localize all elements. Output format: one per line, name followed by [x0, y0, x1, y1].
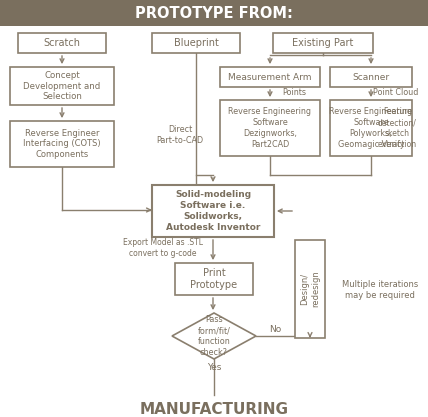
FancyBboxPatch shape: [220, 100, 320, 156]
FancyBboxPatch shape: [175, 263, 253, 295]
FancyBboxPatch shape: [18, 33, 106, 53]
Text: Existing Part: Existing Part: [292, 38, 354, 48]
Text: Reverse Engineering
Software
Dezignworks,
Part2CAD: Reverse Engineering Software Dezignworks…: [229, 107, 312, 148]
Text: Feature
detection/
sketch
extraction: Feature detection/ sketch extraction: [378, 107, 417, 148]
Text: Points: Points: [282, 88, 306, 96]
Text: No: No: [269, 324, 282, 334]
Text: Print
Prototype: Print Prototype: [190, 268, 238, 290]
FancyBboxPatch shape: [10, 67, 114, 105]
Text: Reverse Engineer
Interfacing (COTS)
Components: Reverse Engineer Interfacing (COTS) Comp…: [23, 129, 101, 159]
FancyBboxPatch shape: [330, 67, 412, 87]
Text: Point Cloud: Point Cloud: [373, 88, 419, 96]
Text: Blueprint: Blueprint: [174, 38, 218, 48]
Text: Export Model as .STL
convert to g-code: Export Model as .STL convert to g-code: [123, 238, 203, 258]
Text: Concept
Development and
Selection: Concept Development and Selection: [24, 71, 101, 101]
FancyBboxPatch shape: [152, 185, 274, 237]
Text: MANUFACTURING: MANUFACTURING: [140, 402, 288, 417]
Text: Design/
redesign: Design/ redesign: [300, 271, 320, 307]
Text: Multiple iterations
may be required: Multiple iterations may be required: [342, 280, 418, 300]
FancyBboxPatch shape: [152, 33, 240, 53]
FancyBboxPatch shape: [220, 67, 320, 87]
Text: Scanner: Scanner: [352, 73, 389, 81]
FancyBboxPatch shape: [10, 121, 114, 167]
Text: PROTOTYPE FROM:: PROTOTYPE FROM:: [135, 5, 293, 20]
FancyBboxPatch shape: [295, 240, 325, 338]
Text: Scratch: Scratch: [44, 38, 80, 48]
Text: Direct
Part-to-CAD: Direct Part-to-CAD: [157, 125, 204, 145]
FancyBboxPatch shape: [330, 100, 412, 156]
Text: Yes: Yes: [207, 364, 221, 372]
Text: Solid-modeling
Software i.e.
Solidworks,
Autodesk Inventor: Solid-modeling Software i.e. Solidworks,…: [166, 191, 260, 231]
Text: Reverse Engineering
Software
Polyworks,
Geomagic Verify: Reverse Engineering Software Polyworks, …: [330, 107, 413, 148]
Text: Measurement Arm: Measurement Arm: [228, 73, 312, 81]
Text: Pass
form/fit/
function
check?: Pass form/fit/ function check?: [198, 315, 230, 357]
FancyBboxPatch shape: [273, 33, 373, 53]
FancyBboxPatch shape: [0, 0, 428, 26]
Polygon shape: [172, 313, 256, 359]
